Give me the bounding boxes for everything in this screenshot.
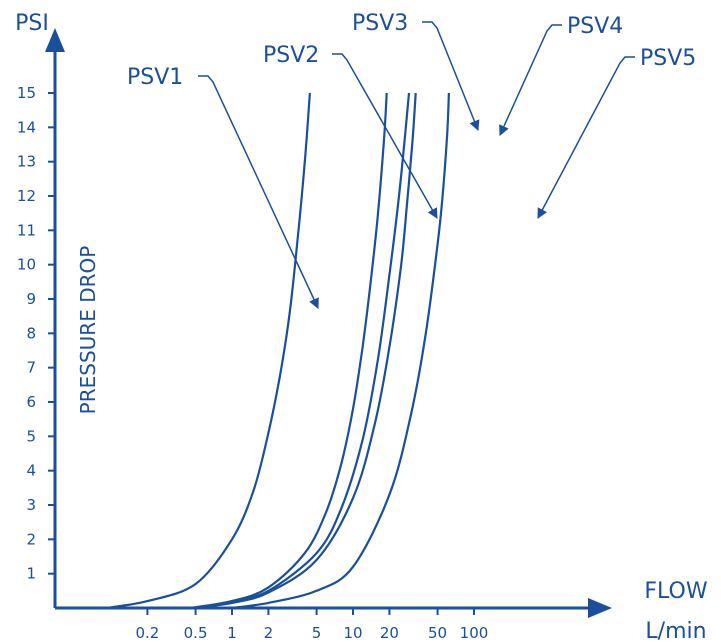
- series-leader-psv4: [499, 24, 562, 136]
- y-tick-label: 8: [26, 324, 36, 342]
- series-line-psv5: [231, 92, 450, 610]
- series-labels: PSV1 PSV2 PSV3 PSV4 PSV5: [127, 11, 696, 309]
- x-ticks: 0.2 0.5 1 2 5 10 20 50 100: [135, 608, 488, 642]
- y-tick-label: 11: [17, 221, 36, 239]
- series-label-psv4: PSV4: [567, 14, 623, 39]
- series-leader-psv3: [422, 21, 480, 131]
- x-axis-label: FLOW: [644, 579, 707, 604]
- y-tick-label: 5: [26, 427, 36, 445]
- series-label-psv3: PSV3: [352, 11, 408, 36]
- y-axis-arrow-icon: [45, 28, 65, 52]
- y-tick-label: 6: [26, 393, 36, 411]
- series-line-psv2: [189, 92, 388, 610]
- series-leader-psv1: [198, 75, 319, 309]
- x-tick-label: 20: [380, 624, 399, 642]
- y-tick-label: 13: [17, 153, 36, 171]
- x-tick-label: 0.5: [184, 624, 208, 642]
- x-tick-label: 50: [428, 624, 447, 642]
- x-tick-label: 0.2: [135, 624, 159, 642]
- y-tick-label: 12: [17, 187, 36, 205]
- y-tick-label: 2: [26, 530, 36, 548]
- x-unit-label: L/min: [645, 619, 706, 643]
- y-tick-label: 14: [17, 118, 36, 136]
- series-line-psv1: [105, 92, 311, 610]
- series-line-psv4: [195, 92, 417, 610]
- y-axis-title: PRESSURE DROP: [76, 246, 100, 415]
- y-tick-label: 3: [26, 496, 36, 514]
- series-label-psv1: PSV1: [127, 65, 183, 90]
- series-lines: [105, 92, 450, 610]
- x-tick-label: 5: [312, 624, 322, 642]
- x-tick-label: 2: [264, 624, 274, 642]
- y-tick-label: 15: [17, 84, 36, 102]
- y-tick-label: 4: [26, 462, 36, 480]
- x-axis-arrow-icon: [588, 598, 612, 618]
- x-tick-label: 10: [343, 624, 362, 642]
- y-unit-label: PSI: [15, 11, 49, 36]
- series-line-psv3: [195, 92, 411, 610]
- series-leader-psv2: [332, 53, 438, 219]
- series-label-psv5: PSV5: [640, 46, 696, 71]
- series-leader-psv5: [537, 56, 635, 219]
- y-tick-label: 10: [17, 256, 36, 274]
- y-tick-label: 7: [26, 359, 36, 377]
- x-tick-label: 1: [227, 624, 237, 642]
- y-tick-label: 1: [26, 565, 36, 583]
- y-tick-label: 9: [26, 290, 36, 308]
- series-label-psv2: PSV2: [263, 43, 319, 68]
- x-tick-label: 100: [460, 624, 489, 642]
